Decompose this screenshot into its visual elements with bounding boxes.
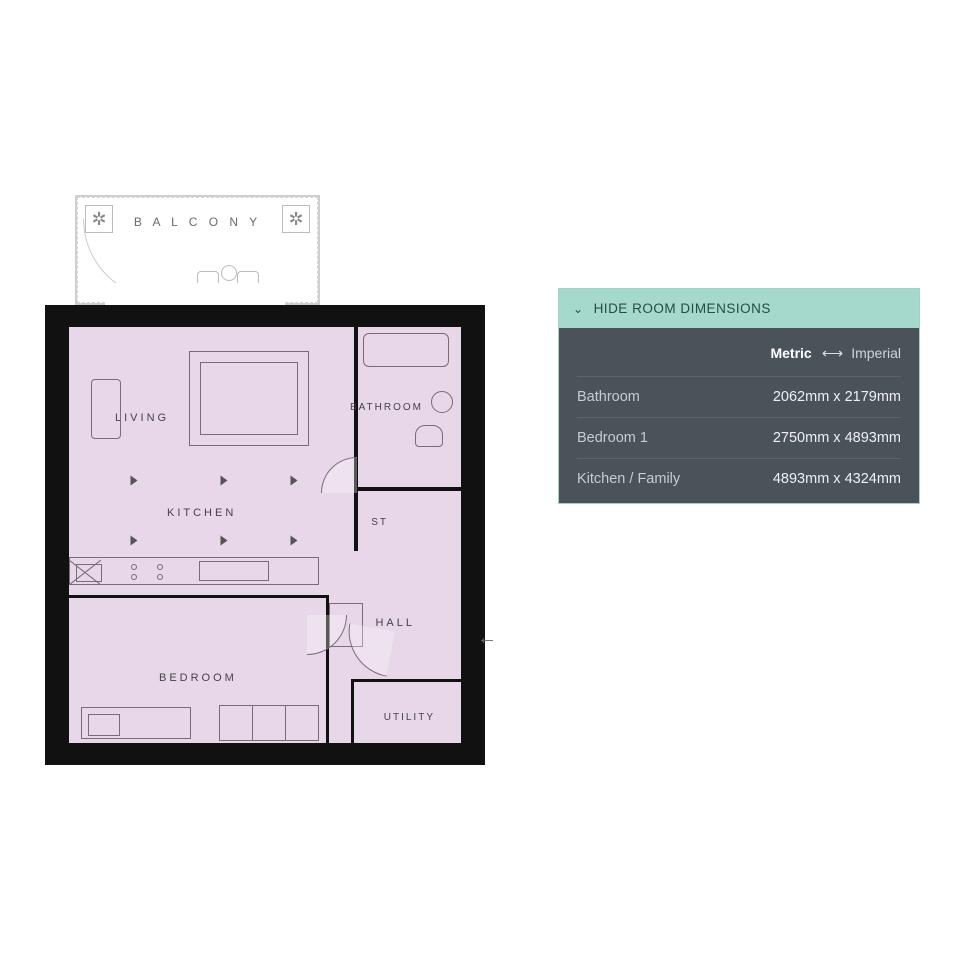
- dimension-value: 2750mm x 4893mm: [773, 430, 901, 446]
- dimension-row: Bathroom 2062mm x 2179mm: [577, 376, 901, 417]
- unit-toggle[interactable]: Metric ⟷ Imperial: [577, 336, 901, 376]
- window: [105, 283, 285, 305]
- bed-icon: [81, 707, 191, 739]
- room-label-kitchen: KITCHEN: [167, 507, 236, 519]
- wall: [351, 679, 354, 745]
- dining-table-icon: [91, 379, 121, 439]
- bathtub-icon: [363, 333, 449, 367]
- dimension-row: Bedroom 1 2750mm x 4893mm: [577, 417, 901, 458]
- dimension-value: 4893mm x 4324mm: [773, 471, 901, 487]
- window: [21, 615, 45, 685]
- kitchen-counter-icon: [69, 557, 319, 585]
- toilet-icon: [415, 425, 443, 447]
- wall: [69, 595, 329, 598]
- wall: [354, 487, 461, 491]
- swap-icon: ⟷: [822, 344, 842, 362]
- sofa-icon: [189, 351, 309, 446]
- room-label-bathroom: BATHROOM: [350, 402, 423, 413]
- unit-metric[interactable]: Metric: [770, 345, 811, 361]
- interior: LIVING KITCHEN BATHROOM ST HALL BEDROOM …: [69, 327, 461, 743]
- window: [21, 355, 45, 425]
- table-icon: [221, 265, 237, 281]
- wall: [351, 679, 461, 682]
- arrow-icon: [291, 476, 298, 486]
- arrow-icon: [221, 536, 228, 546]
- dimension-name: Bathroom: [577, 389, 640, 405]
- hob-icon: [129, 563, 165, 581]
- basin-icon: [431, 391, 453, 413]
- arrow-icon: [291, 536, 298, 546]
- dimension-row: Kitchen / Family 4893mm x 4324mm: [577, 458, 901, 499]
- wardrobe-icon: [219, 705, 319, 741]
- dimension-value: 2062mm x 2179mm: [773, 389, 901, 405]
- exterior-wall: LIVING KITCHEN BATHROOM ST HALL BEDROOM …: [45, 305, 485, 765]
- door-swing-icon: [321, 457, 357, 493]
- door-swing-icon: [307, 615, 347, 655]
- panel-body: Metric ⟷ Imperial Bathroom 2062mm x 2179…: [559, 328, 919, 503]
- wall: [354, 491, 358, 551]
- hide-dimensions-toggle[interactable]: ⌄ HIDE ROOM DIMENSIONS: [559, 289, 919, 328]
- panel-header-label: HIDE ROOM DIMENSIONS: [594, 301, 771, 316]
- room-label-storage: ST: [371, 517, 388, 528]
- arrow-icon: [131, 536, 138, 546]
- room-label-living: LIVING: [115, 412, 169, 424]
- arrow-icon: [131, 476, 138, 486]
- unit-imperial[interactable]: Imperial: [851, 345, 901, 361]
- room-label-bedroom: BEDROOM: [159, 672, 237, 684]
- door-swing-icon: [341, 623, 394, 676]
- arrow-icon: [221, 476, 228, 486]
- dimension-name: Bedroom 1: [577, 430, 648, 446]
- dimension-name: Kitchen / Family: [577, 471, 680, 487]
- room-label-hall: HALL: [375, 617, 415, 629]
- dimensions-panel: ⌄ HIDE ROOM DIMENSIONS Metric ⟷ Imperial…: [558, 288, 920, 504]
- floor-plan: B A L C O N Y ✲ ✲ LIVING KITCHEN: [45, 195, 485, 765]
- sink-icon: [199, 561, 269, 581]
- chevron-down-icon: ⌄: [573, 302, 584, 316]
- entry-arrow-icon: ←: [477, 627, 497, 650]
- room-label-utility: UTILITY: [384, 712, 435, 723]
- planter-icon: ✲: [282, 205, 310, 233]
